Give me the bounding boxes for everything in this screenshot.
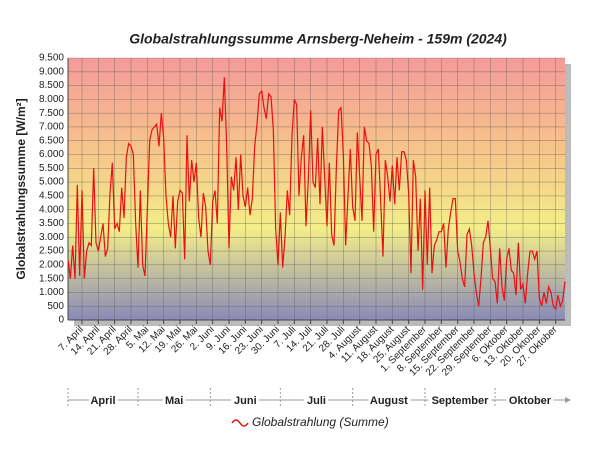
legend-swatch (231, 419, 249, 427)
y-tick-label: 3.500 (39, 218, 64, 229)
y-tick-label: 2.500 (39, 246, 64, 257)
y-tick-label: 5.500 (39, 163, 64, 174)
data-line (67, 77, 566, 311)
y-axis-label: Globalstrahlungssumme [W/m²] (14, 98, 28, 279)
y-tick-label: 7.500 (39, 108, 64, 119)
group-arrow (565, 397, 571, 403)
y-tick-label: 0 (58, 315, 64, 326)
y-tick-label: 9.000 (39, 66, 64, 77)
chart-title: Globalstrahlungssumme Arnsberg-Neheim - … (129, 31, 507, 47)
y-tick-label: 4.500 (39, 191, 64, 202)
y-tick-label: 500 (47, 301, 64, 312)
group-label: April (90, 395, 115, 407)
y-tick-label: 1.000 (39, 287, 64, 298)
y-tick-label: 8.000 (39, 94, 64, 105)
y-tick-label: 2.000 (39, 259, 64, 270)
group-label: Juli (307, 395, 326, 407)
y-tick-label: 1.500 (39, 273, 64, 284)
group-label: Oktober (509, 395, 552, 407)
y-tick-label: 6.000 (39, 149, 64, 160)
y-tick-label: 6.500 (39, 135, 64, 146)
group-label: September (432, 395, 490, 407)
group-label: August (370, 395, 408, 407)
y-tick-label: 3.000 (39, 232, 64, 243)
y-tick-label: 5.000 (39, 177, 64, 188)
plot-area (68, 58, 565, 320)
group-label: Mai (165, 395, 183, 407)
legend-label: Globalstrahlung (Summe) (252, 415, 389, 429)
y-tick-label: 4.000 (39, 204, 64, 215)
y-tick-label: 9.500 (39, 53, 64, 64)
y-tick-label: 8.500 (39, 80, 64, 91)
group-label: Juni (234, 395, 257, 407)
y-tick-label: 7.000 (39, 122, 64, 133)
